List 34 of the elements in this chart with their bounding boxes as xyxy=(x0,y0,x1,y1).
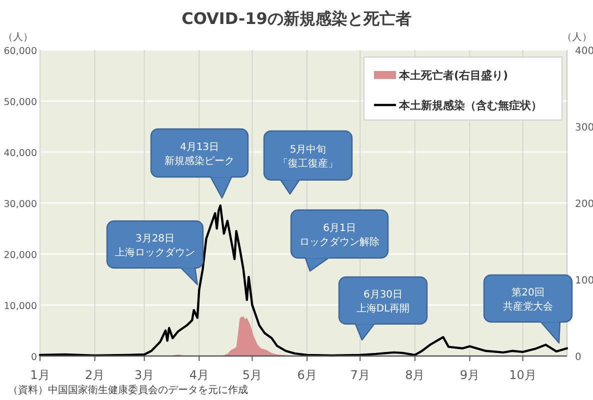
legend-label: 本土死亡者(右目盛り) xyxy=(398,69,508,82)
y-tick-label: 10,000 xyxy=(4,301,37,312)
x-tick-label: 3月 xyxy=(134,368,154,382)
y-tick-label: 0 xyxy=(30,352,37,363)
y2-axis-title: （人） xyxy=(562,32,592,43)
y-axis-title: （人） xyxy=(3,32,33,43)
y-tick-label: 60,000 xyxy=(4,46,37,57)
annotation: 5月中旬「復工復産」 xyxy=(278,144,338,170)
x-tick-label: 9月 xyxy=(460,368,480,382)
x-tick-label: 7月 xyxy=(350,368,370,382)
y-tick-label: 20,000 xyxy=(4,250,37,261)
y2-tick-label: 400 xyxy=(575,46,593,57)
x-tick-label: 5月 xyxy=(242,368,262,382)
annotation: 4月13日新規感染ピーク xyxy=(164,142,234,167)
x-tick-label: 8月 xyxy=(405,368,425,382)
y2-tick-label: 300 xyxy=(575,122,593,134)
chart-title: COVID-19の新規感染と死亡者 xyxy=(182,9,412,28)
legend-label: 本土新規感染（含む無症状） xyxy=(398,99,542,112)
x-tick-label: 2月 xyxy=(85,368,105,382)
annotation: 第20回共産党大会 xyxy=(503,286,553,312)
annotation: 6月30日上海DL再開 xyxy=(356,290,410,314)
x-tick-label: 10月 xyxy=(509,368,536,382)
y-tick-label: 50,000 xyxy=(4,97,37,108)
y2-tick-label: 100 xyxy=(575,276,593,286)
x-tick-label: 1月 xyxy=(30,368,50,382)
x-tick-label: 4月 xyxy=(189,368,209,382)
annotation: 6月1日ロックダウン解除 xyxy=(300,223,380,248)
y2-tick-label: 0 xyxy=(575,352,582,363)
y-tick-label: 40,000 xyxy=(4,148,37,159)
y2-tick-label: 200 xyxy=(575,199,593,210)
annotation: 3月28日上海ロックダウン xyxy=(115,234,195,258)
y-tick-label: 30,000 xyxy=(4,199,37,210)
text: （資料）中国国家衛生健康委員会のデータを元に作成 xyxy=(8,384,248,396)
x-tick-label: 6月 xyxy=(297,368,317,382)
